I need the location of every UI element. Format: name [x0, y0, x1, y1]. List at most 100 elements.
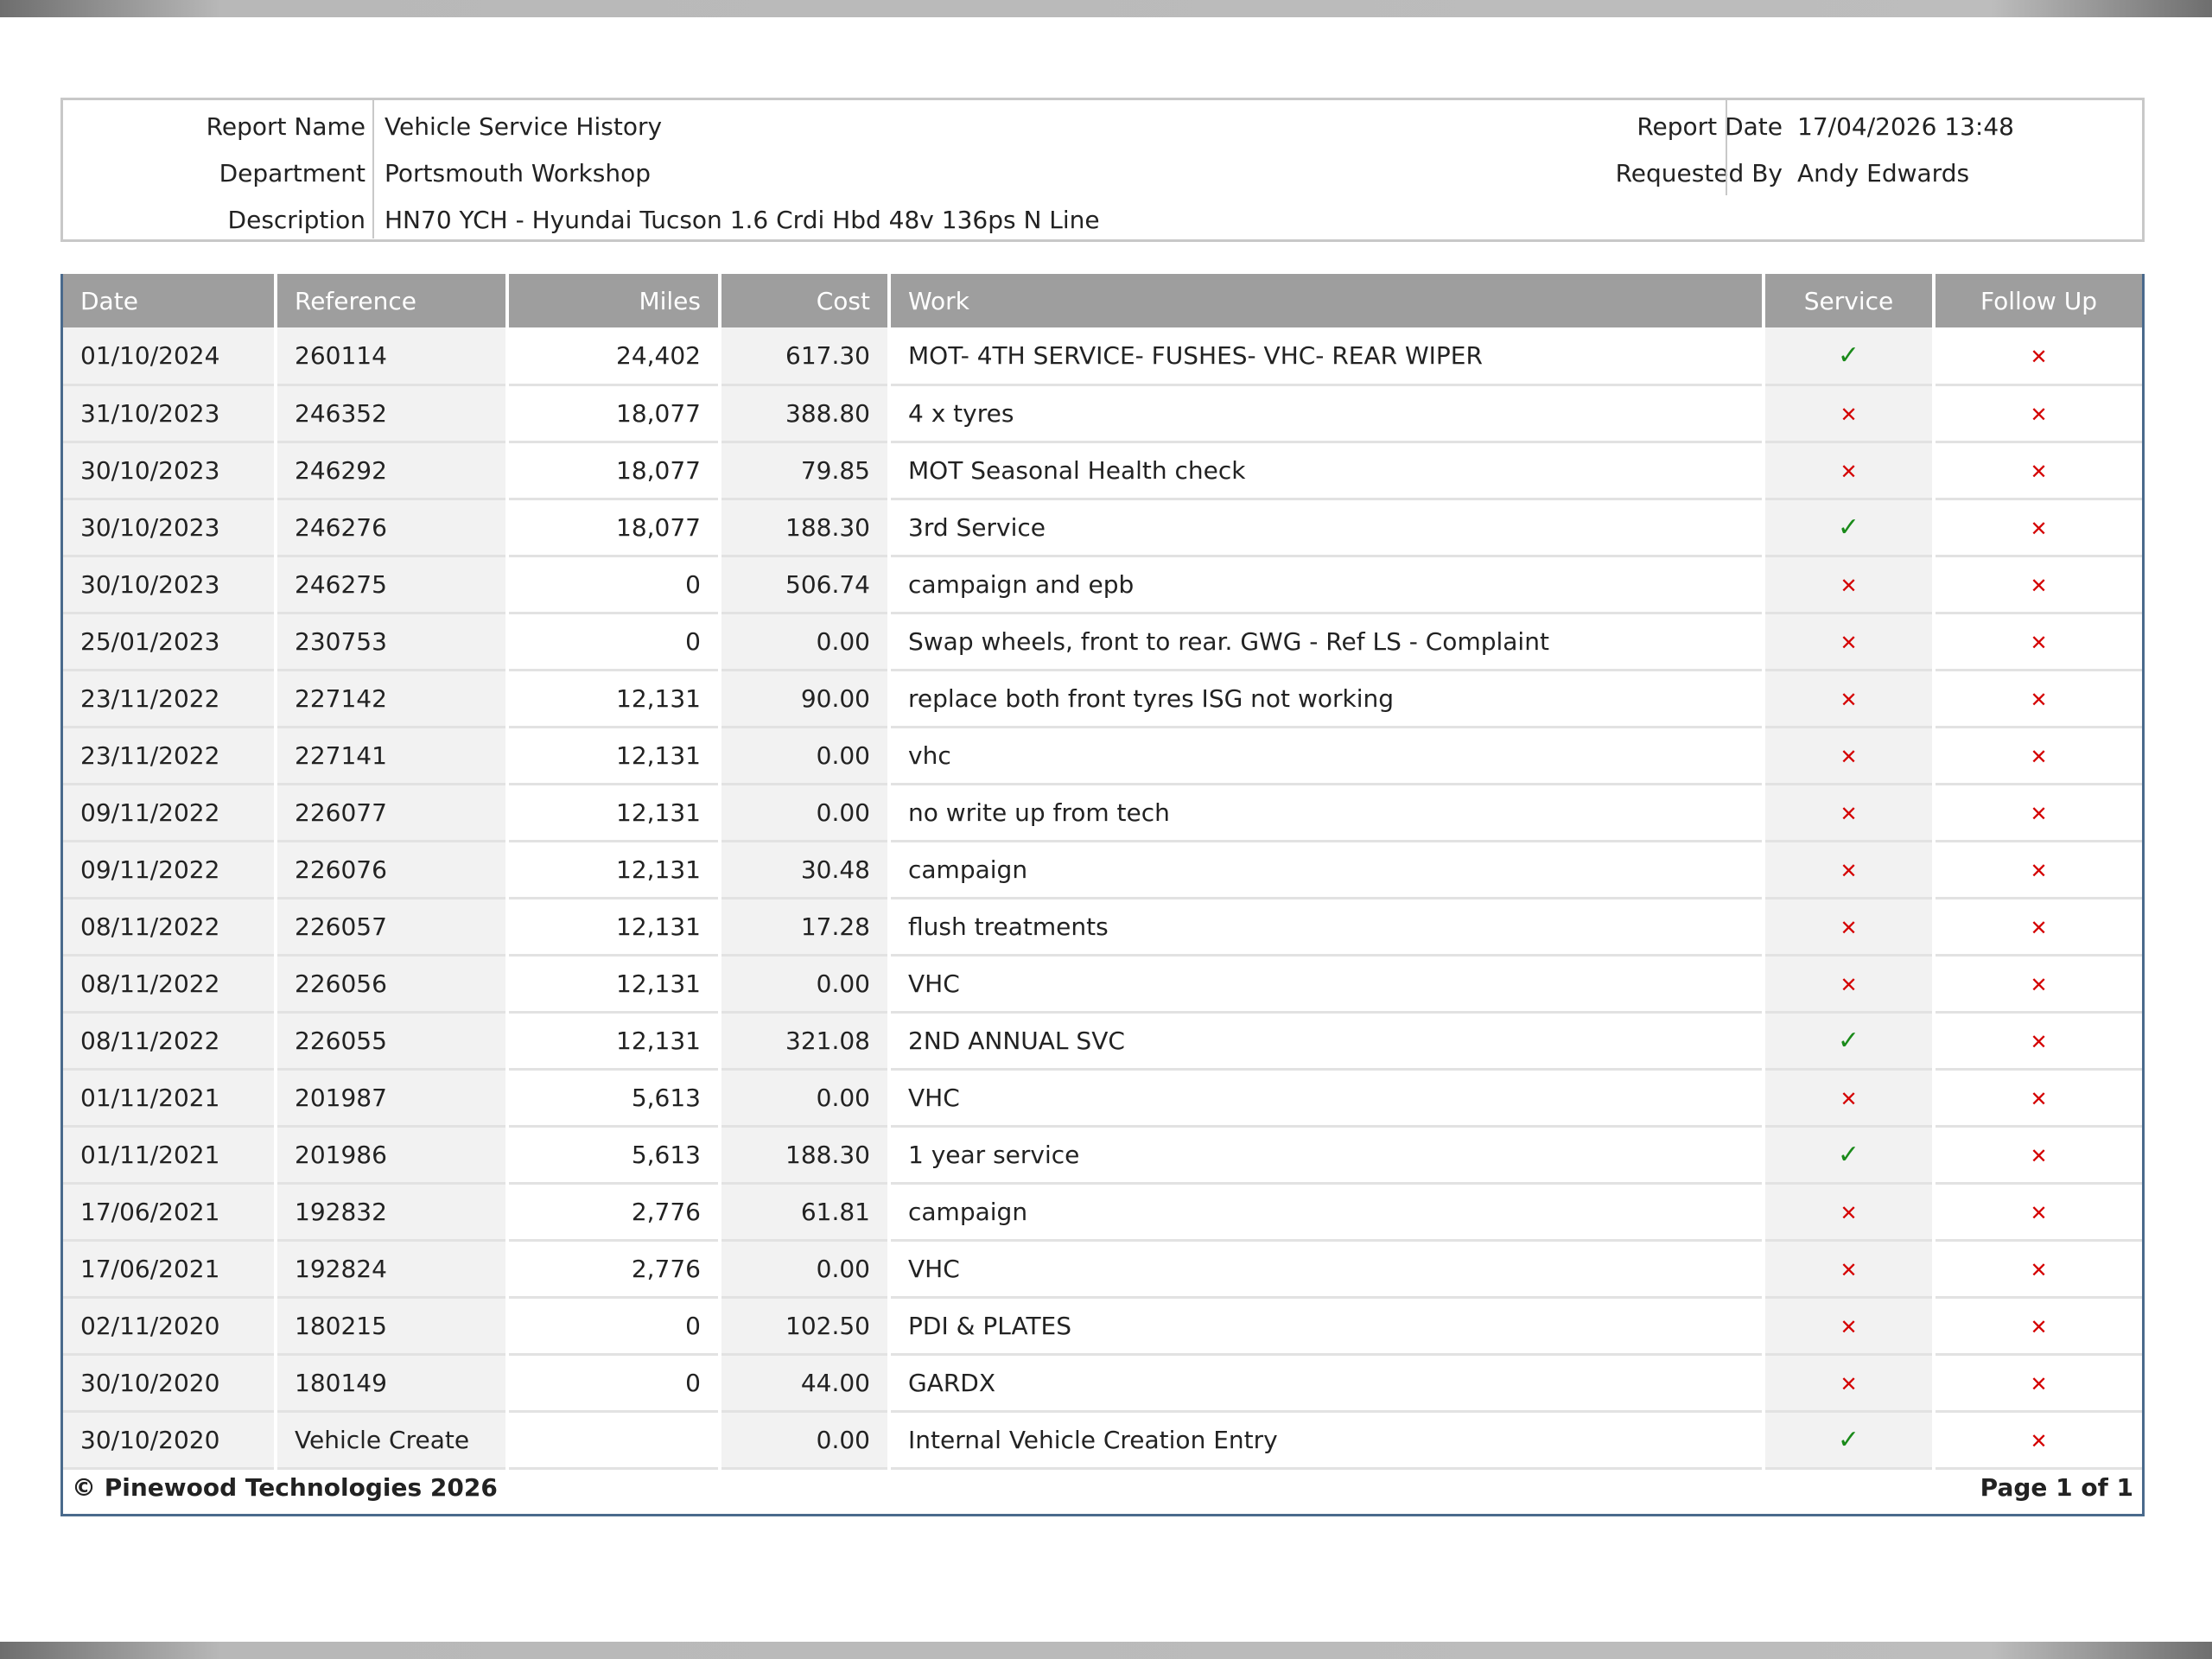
header-work[interactable]: Work — [889, 274, 1765, 327]
header-miles[interactable]: Miles — [507, 274, 721, 327]
table-row[interactable]: 01/11/2021 201986 5,613 188.30 1 year servic… — [63, 1126, 2142, 1185]
cross-icon: ✕ — [1840, 972, 1858, 997]
check-icon: ✓ — [1837, 340, 1860, 371]
cross-icon: ✕ — [1840, 1200, 1858, 1225]
header-date[interactable]: Date — [63, 274, 277, 327]
cross-icon: ✕ — [1840, 630, 1858, 655]
cell-reference: 227141 — [276, 727, 509, 785]
cross-icon: ✕ — [2030, 1314, 2048, 1339]
table-row[interactable]: 23/11/2022 227141 12,131 0.00 vhc ✕ ✕ — [63, 727, 2142, 785]
check-icon: ✓ — [1837, 1025, 1860, 1056]
cell-reference: 201987 — [276, 1069, 509, 1128]
cell-cost: 79.85 — [720, 442, 891, 500]
info-row-description: Description HN70 YCH - Hyundai Tucson 1.… — [63, 197, 2142, 244]
header-follow-up[interactable]: Follow Up — [1934, 274, 2142, 327]
cell-work: 4 x tyres — [889, 385, 1765, 443]
cell-date: 30/10/2023 — [63, 556, 277, 614]
header-service[interactable]: Service — [1764, 274, 1936, 327]
cell-reference: 246292 — [276, 442, 509, 500]
cell-service: ✕ — [1764, 727, 1936, 785]
cell-reference: 260114 — [276, 327, 509, 386]
report-info-box: Report Name Vehicle Service History Repo… — [60, 98, 2145, 242]
cell-miles: 12,131 — [507, 727, 721, 785]
table-row[interactable]: 17/06/2021 192824 2,776 0.00 VHC ✕ ✕ — [63, 1240, 2142, 1299]
cross-icon: ✕ — [2030, 858, 2048, 883]
cell-work: 3rd Service — [889, 499, 1765, 557]
cell-follow-up: ✕ — [1934, 670, 2142, 728]
table-row[interactable]: 30/10/2020 Vehicle Create 0.00 Internal Veh… — [63, 1411, 2142, 1470]
table-row[interactable]: 30/10/2023 246276 18,077 188.30 3rd Service ✓… — [63, 499, 2142, 557]
table-row[interactable]: 01/11/2021 201987 5,613 0.00 VHC ✕ ✕ — [63, 1069, 2142, 1128]
cell-miles: 0 — [507, 1297, 721, 1356]
header-cost[interactable]: Cost — [720, 274, 891, 327]
cross-icon: ✕ — [2030, 1086, 2048, 1111]
table-row[interactable]: 08/11/2022 226057 12,131 17.28 flush treatme… — [63, 898, 2142, 957]
cell-work: campaign — [889, 1183, 1765, 1242]
cross-icon: ✕ — [1840, 1314, 1858, 1339]
cell-work: MOT- 4TH SERVICE- FUSHES- VHC- REAR WIPE… — [889, 327, 1765, 386]
table-row[interactable]: 08/11/2022 226055 12,131 321.08 2ND ANNUAL S… — [63, 1012, 2142, 1071]
cell-cost: 0.00 — [720, 613, 891, 671]
header-reference[interactable]: Reference — [276, 274, 509, 327]
table-row[interactable]: 09/11/2022 226076 12,131 30.48 campaign ✕ ✕ — [63, 841, 2142, 899]
cell-miles — [507, 1411, 721, 1470]
cell-work: Swap wheels, front to rear. GWG - Ref LS… — [889, 613, 1765, 671]
table-row[interactable]: 17/06/2021 192832 2,776 61.81 campaign ✕ ✕ — [63, 1183, 2142, 1242]
table-row[interactable]: 25/01/2023 230753 0 0.00 Swap wheels, front … — [63, 613, 2142, 671]
cross-icon: ✕ — [1840, 915, 1858, 940]
cell-date: 17/06/2021 — [63, 1183, 277, 1242]
requested-by-value: Andy Edwards — [1797, 159, 1970, 188]
table-row[interactable]: 09/11/2022 226077 12,131 0.00 no write up fr… — [63, 784, 2142, 842]
cell-cost: 17.28 — [720, 898, 891, 957]
cell-service: ✕ — [1764, 784, 1936, 842]
table-row[interactable]: 30/10/2023 246275 0 506.74 campaign and epb ✕… — [63, 556, 2142, 614]
cell-date: 31/10/2023 — [63, 385, 277, 443]
cell-miles: 18,077 — [507, 499, 721, 557]
table-row[interactable]: 01/10/2024 260114 24,402 617.30 MOT- 4TH SER… — [63, 327, 2142, 386]
info-divider-left — [372, 100, 374, 238]
cell-date: 23/11/2022 — [63, 727, 277, 785]
cell-work: PDI & PLATES — [889, 1297, 1765, 1356]
cell-service: ✕ — [1764, 1240, 1936, 1299]
cell-work: replace both front tyres ISG not working — [889, 670, 1765, 728]
table-row[interactable]: 30/10/2020 180149 0 44.00 GARDX ✕ ✕ — [63, 1354, 2142, 1413]
copyright-text: © Pinewood Technologies 2026 — [72, 1473, 498, 1502]
cell-miles: 0 — [507, 556, 721, 614]
table-row[interactable]: 08/11/2022 226056 12,131 0.00 VHC ✕ ✕ — [63, 955, 2142, 1014]
cell-service: ✕ — [1764, 556, 1936, 614]
cell-service: ✕ — [1764, 670, 1936, 728]
service-history-table-container: Date Reference Miles Cost Work Service F… — [60, 274, 2145, 1516]
table-row[interactable]: 31/10/2023 246352 18,077 388.80 4 x tyres ✕ ✕ — [63, 385, 2142, 443]
cross-icon: ✕ — [1840, 459, 1858, 484]
cell-date: 30/10/2020 — [63, 1354, 277, 1413]
cross-icon: ✕ — [1840, 801, 1858, 826]
cross-icon: ✕ — [2030, 915, 2048, 940]
cross-icon: ✕ — [2030, 1143, 2048, 1168]
cell-reference: Vehicle Create — [276, 1411, 509, 1470]
report-name-value: Vehicle Service History — [385, 112, 663, 141]
info-row-department: Department Portsmouth Workshop Requested… — [63, 150, 2142, 197]
cell-cost: 388.80 — [720, 385, 891, 443]
page-indicator: Page 1 of 1 — [1980, 1473, 2133, 1502]
cell-miles: 2,776 — [507, 1183, 721, 1242]
cross-icon: ✕ — [2030, 516, 2048, 541]
cell-reference: 192824 — [276, 1240, 509, 1299]
cell-miles: 12,131 — [507, 784, 721, 842]
table-row[interactable]: 23/11/2022 227142 12,131 90.00 replace both … — [63, 670, 2142, 728]
cell-service: ✕ — [1764, 385, 1936, 443]
cell-service: ✕ — [1764, 841, 1936, 899]
cell-follow-up: ✕ — [1934, 1297, 2142, 1356]
requested-by-label: Requested By — [1615, 159, 1783, 188]
cell-reference: 226056 — [276, 955, 509, 1014]
service-history-table: Date Reference Miles Cost Work Service F… — [63, 274, 2142, 1470]
cell-cost: 0.00 — [720, 955, 891, 1014]
cell-date: 08/11/2022 — [63, 1012, 277, 1071]
cell-follow-up: ✕ — [1934, 499, 2142, 557]
cross-icon: ✕ — [1840, 1257, 1858, 1282]
cell-work: 2ND ANNUAL SVC — [889, 1012, 1765, 1071]
table-row[interactable]: 02/11/2020 180215 0 102.50 PDI & PLATES ✕ ✕ — [63, 1297, 2142, 1356]
cross-icon: ✕ — [2030, 344, 2048, 369]
cell-reference: 226057 — [276, 898, 509, 957]
cell-cost: 0.00 — [720, 784, 891, 842]
table-row[interactable]: 30/10/2023 246292 18,077 79.85 MOT Seasonal … — [63, 442, 2142, 500]
